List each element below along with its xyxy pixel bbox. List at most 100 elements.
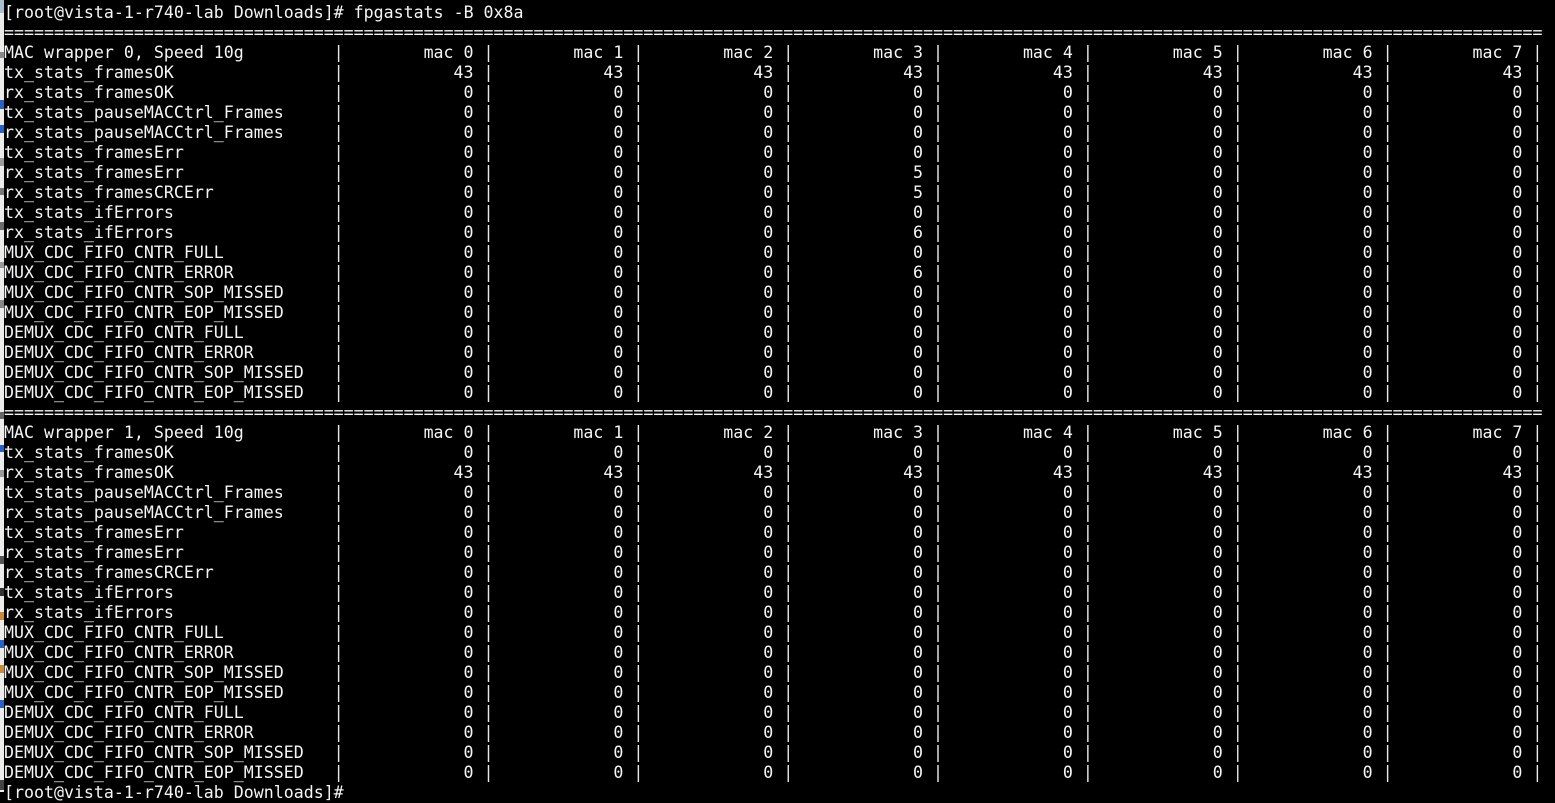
cell-value: 0 [1512, 483, 1523, 502]
column-separator: | [333, 763, 344, 782]
column-separator: | [1222, 363, 1243, 382]
cell-value: 0 [913, 743, 924, 762]
table-row: rx_stats_framesErr | 0 | 0 | 0 | 5 | 0 | 0 | 0 |… [4, 163, 1555, 183]
cell-value: 0 [1212, 483, 1223, 502]
column-separator: | [1522, 103, 1543, 122]
table-title: MAC wrapper 1, Speed 10g [4, 423, 244, 442]
column-separator: | [773, 563, 794, 582]
cell-value: 0 [1362, 623, 1373, 642]
column-separator: | [1372, 443, 1393, 462]
window-fragment [0, 222, 4, 230]
row-label: MUX_CDC_FIFO_CNTR_EOP_MISSED [4, 683, 284, 702]
cell-value: 0 [763, 363, 774, 382]
column-separator: | [923, 663, 944, 682]
cell-value: 0 [1212, 263, 1223, 282]
column-separator: | [333, 183, 344, 202]
cell-value: 43 [453, 463, 474, 482]
column-separator: | [1072, 363, 1093, 382]
column-separator: | [623, 683, 644, 702]
window-fragment [0, 100, 4, 109]
shell-prompt: [root@vista-1-r740-lab Downloads]# [4, 3, 344, 22]
column-separator: | [473, 623, 494, 642]
cell-value: 0 [1212, 243, 1223, 262]
column-separator: | [623, 563, 644, 582]
cell-value: 0 [613, 123, 624, 142]
column-separator: | [1072, 543, 1093, 562]
table-row: MUX_CDC_FIFO_CNTR_EOP_MISSED | 0 | 0 | 0 | 0 … [4, 303, 1555, 323]
cell-value: 0 [1062, 503, 1073, 522]
column-separator: | [1522, 503, 1543, 522]
cell-value: 0 [1062, 763, 1073, 782]
cell-value: 0 [913, 583, 924, 602]
cell-value: 0 [613, 183, 624, 202]
table-row: DEMUX_CDC_FIFO_CNTR_EOP_MISSED | 0 | 0 | 0 |… [4, 763, 1555, 783]
column-separator: | [1072, 643, 1093, 662]
cell-value: 0 [913, 243, 924, 262]
column-separator: | [1372, 283, 1393, 302]
window-fragment [0, 262, 4, 268]
cell-value: 0 [1512, 383, 1523, 402]
cell-value: 43 [753, 63, 774, 82]
cell-value: 0 [913, 363, 924, 382]
cell-value: 0 [1062, 483, 1073, 502]
column-separator: | [923, 163, 944, 182]
column-separator: | [923, 583, 944, 602]
cell-value: 0 [1212, 703, 1223, 722]
cell-value: 0 [1212, 543, 1223, 562]
row-label: rx_stats_framesOK [4, 83, 174, 102]
column-separator: | [923, 43, 944, 62]
column-separator: | [923, 723, 944, 742]
column-separator: | [333, 563, 344, 582]
row-label: tx_stats_pauseMACCtrl_Frames [4, 483, 284, 502]
cell-value: 43 [1202, 63, 1223, 82]
cell-value: 0 [1512, 343, 1523, 362]
cell-value: 0 [763, 383, 774, 402]
cell-value: 0 [463, 663, 474, 682]
cell-value: 0 [913, 103, 924, 122]
column-separator: | [623, 483, 644, 502]
cell-value: 0 [613, 343, 624, 362]
column-separator: | [1222, 503, 1243, 522]
cell-value: 0 [613, 83, 624, 102]
cell-value: 0 [1212, 663, 1223, 682]
column-separator: | [623, 703, 644, 722]
column-header: mac 6 [1322, 423, 1373, 442]
column-separator: | [333, 143, 344, 162]
table-row: MUX_CDC_FIFO_CNTR_EOP_MISSED | 0 | 0 | 0 | 0 … [4, 683, 1555, 703]
column-separator: | [473, 243, 494, 262]
row-label: MUX_CDC_FIFO_CNTR_SOP_MISSED [4, 663, 284, 682]
row-label: MUX_CDC_FIFO_CNTR_EOP_MISSED [4, 303, 284, 322]
column-separator: | [333, 243, 344, 262]
cell-value: 0 [763, 743, 774, 762]
cell-value: 0 [1212, 443, 1223, 462]
cell-value: 0 [1212, 763, 1223, 782]
column-separator: | [473, 383, 494, 402]
cell-value: 0 [463, 103, 474, 122]
table-row: rx_stats_framesCRCErr | 0 | 0 | 0 | 0 | 0 | 0 |… [4, 563, 1555, 583]
column-separator: | [773, 543, 794, 562]
column-separator: | [333, 623, 344, 642]
cell-value: 0 [913, 663, 924, 682]
column-header: mac 7 [1472, 423, 1523, 442]
column-separator: | [1222, 583, 1243, 602]
column-separator: | [623, 583, 644, 602]
cell-value: 0 [1062, 363, 1073, 382]
cell-value: 0 [1062, 143, 1073, 162]
row-label: DEMUX_CDC_FIFO_CNTR_SOP_MISSED [4, 363, 304, 382]
cell-value: 0 [613, 763, 624, 782]
cell-value: 0 [613, 303, 624, 322]
cell-value: 0 [763, 323, 774, 342]
separator-line: ========================================… [4, 403, 1543, 422]
cell-value: 0 [1512, 583, 1523, 602]
cell-value: 0 [763, 143, 774, 162]
table-row: tx_stats_framesErr | 0 | 0 | 0 | 0 | 0 | 0 | 0 |… [4, 523, 1555, 543]
column-separator: | [1222, 103, 1243, 122]
cell-value: 0 [1362, 483, 1373, 502]
column-separator: | [1072, 123, 1093, 142]
row-label: tx_stats_framesErr [4, 523, 184, 542]
cell-value: 0 [613, 263, 624, 282]
cell-value: 0 [763, 283, 774, 302]
row-label: tx_stats_framesOK [4, 443, 174, 462]
column-separator: | [1072, 143, 1093, 162]
